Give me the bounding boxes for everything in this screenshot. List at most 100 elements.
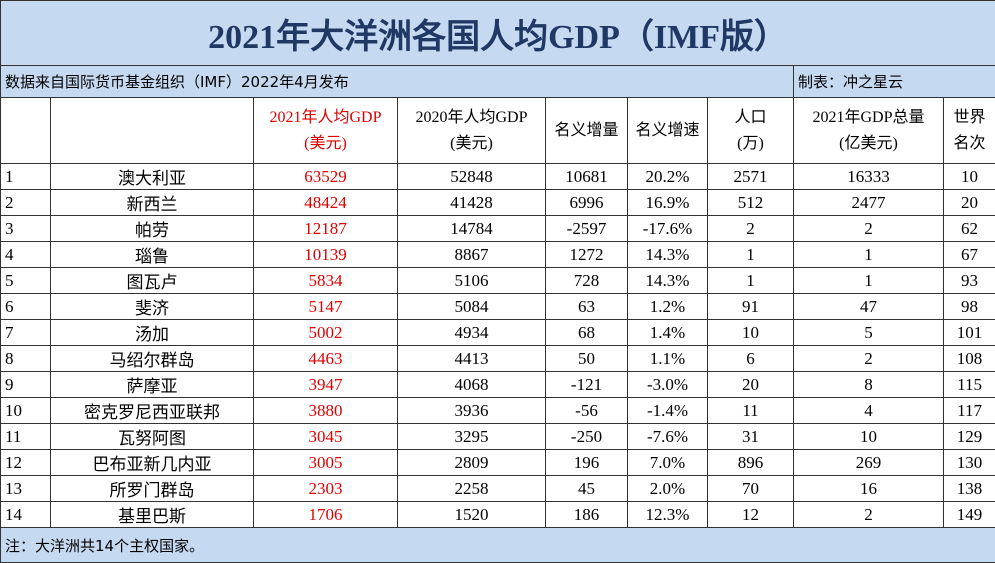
cell: 63: [546, 294, 628, 320]
header-cell: 2021年人均GDP(美元): [254, 98, 398, 164]
cell: 12.3%: [628, 502, 708, 528]
cell: 6: [708, 346, 794, 372]
cell: 1: [708, 242, 794, 268]
source: 数据来自国际货币基金组织（IMF）2022年4月发布: [1, 66, 794, 98]
cell: 16.9%: [628, 190, 708, 216]
cell: 67: [944, 242, 995, 268]
cell: 108: [944, 346, 995, 372]
header-line: 2021年人均GDP: [254, 105, 397, 131]
cell: 50: [546, 346, 628, 372]
cell: 186: [546, 502, 628, 528]
cell: 10: [944, 164, 995, 190]
cell: 70: [708, 476, 794, 502]
cell: 138: [944, 476, 995, 502]
cell: 1: [794, 242, 944, 268]
cell: 2303: [254, 476, 398, 502]
header-cell: 2021年GDP总量(亿美元): [794, 98, 944, 164]
cell: 4: [1, 242, 51, 268]
cell: 12: [1, 450, 51, 476]
cell: 1: [708, 268, 794, 294]
header-line: (万): [708, 131, 793, 157]
cell: 20.2%: [628, 164, 708, 190]
source-row: 数据来自国际货币基金组织（IMF）2022年4月发布制表：冲之星云: [1, 66, 995, 98]
cell: 63529: [254, 164, 398, 190]
header-line: 名义增量: [546, 118, 627, 144]
cell: 9: [1, 372, 51, 398]
cell: 基里巴斯: [51, 502, 254, 528]
cell: 10: [794, 424, 944, 450]
title: 2021年大洋洲各国人均GDP（IMF版）: [1, 1, 995, 66]
cell: -17.6%: [628, 216, 708, 242]
cell: 14: [1, 502, 51, 528]
cell: 所罗门群岛: [51, 476, 254, 502]
cell: 3936: [398, 398, 546, 424]
cell: 10: [708, 320, 794, 346]
cell: 16333: [794, 164, 944, 190]
cell: 2258: [398, 476, 546, 502]
cell: 5: [1, 268, 51, 294]
cell: 52848: [398, 164, 546, 190]
header-line: 名义增速: [628, 118, 707, 144]
cell: 1272: [546, 242, 628, 268]
header-cell: 世界名次: [944, 98, 995, 164]
cell: 巴布亚新几内亚: [51, 450, 254, 476]
cell: 47: [794, 294, 944, 320]
cell: 5834: [254, 268, 398, 294]
cell: 196: [546, 450, 628, 476]
cell: 6: [1, 294, 51, 320]
author: 制表：冲之星云: [794, 66, 995, 98]
cell: 8: [1, 346, 51, 372]
cell: -250: [546, 424, 628, 450]
cell: 2477: [794, 190, 944, 216]
cell: 41428: [398, 190, 546, 216]
cell: 20: [708, 372, 794, 398]
cell: 2: [1, 190, 51, 216]
cell: 129: [944, 424, 995, 450]
cell: 2809: [398, 450, 546, 476]
cell: -121: [546, 372, 628, 398]
cell: 10: [1, 398, 51, 424]
cell: 14.3%: [628, 242, 708, 268]
cell: 3947: [254, 372, 398, 398]
cell: 3005: [254, 450, 398, 476]
cell: 5084: [398, 294, 546, 320]
cell: 3045: [254, 424, 398, 450]
cell: 93: [944, 268, 995, 294]
cell: 62: [944, 216, 995, 242]
header-line: 2020年人均GDP: [398, 105, 545, 131]
header-cell: 2020年人均GDP(美元): [398, 98, 546, 164]
cell: 1.2%: [628, 294, 708, 320]
cell: 2: [794, 346, 944, 372]
cell: 1706: [254, 502, 398, 528]
cell: 4: [794, 398, 944, 424]
header-cell: 人口(万): [708, 98, 794, 164]
header-cell: 名义增速: [628, 98, 708, 164]
cell: 8867: [398, 242, 546, 268]
cell: 5002: [254, 320, 398, 346]
cell: 1: [1, 164, 51, 190]
header-cell: [1, 98, 51, 164]
cell: 149: [944, 502, 995, 528]
cell: 1.1%: [628, 346, 708, 372]
cell: 4068: [398, 372, 546, 398]
header-row: 2021年人均GDP(美元)2020年人均GDP(美元)名义增量名义增速人口(万…: [1, 98, 995, 164]
title-row: 2021年大洋洲各国人均GDP（IMF版）: [1, 1, 995, 66]
cell: 115: [944, 372, 995, 398]
cell: 2: [794, 502, 944, 528]
cell: 瑙鲁: [51, 242, 254, 268]
cell: 10681: [546, 164, 628, 190]
cell: 16: [794, 476, 944, 502]
header-line: (美元): [398, 131, 545, 157]
note-row: 注：大洋洲共14个主权国家。: [1, 528, 995, 563]
